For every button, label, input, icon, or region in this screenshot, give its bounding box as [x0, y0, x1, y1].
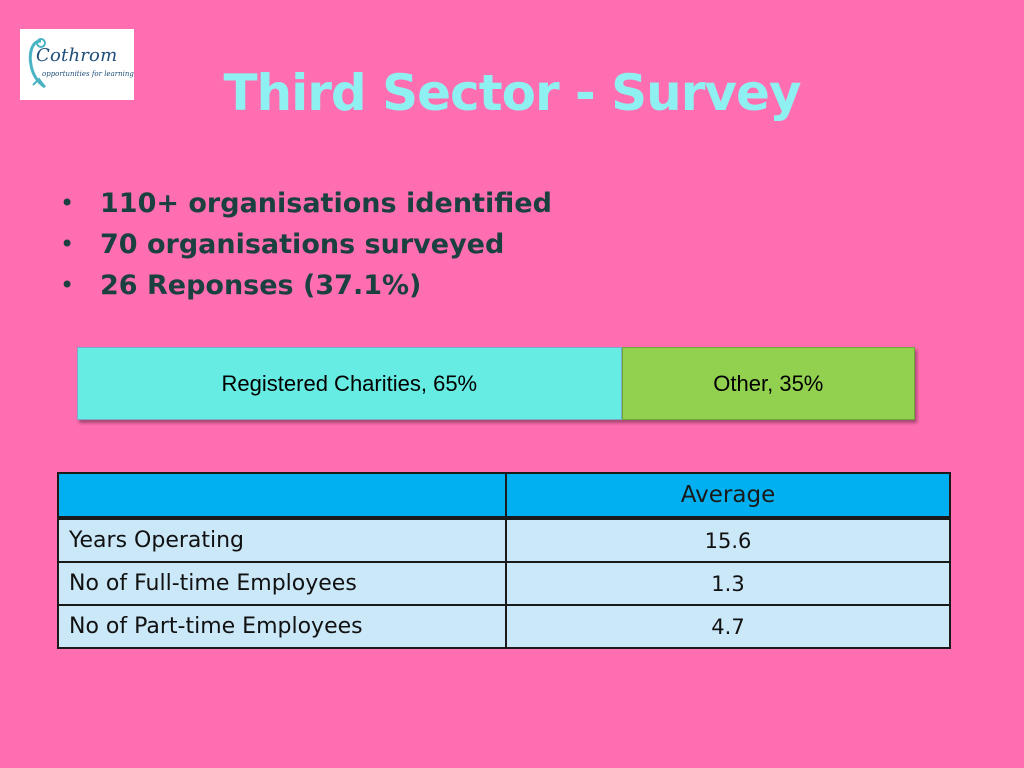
- bullet-item: • 26 Reponses (37.1%): [58, 265, 552, 306]
- bullet-dot-icon: •: [60, 230, 75, 258]
- bar-segment-other: Other, 35%: [621, 347, 915, 420]
- bullet-item: • 110+ organisations identified: [58, 183, 552, 224]
- row-value: 4.7: [505, 604, 951, 649]
- bullet-text: 70 organisations surveyed: [100, 229, 505, 260]
- table-header-average: Average: [505, 472, 951, 520]
- table-row: No of Full-time Employees 1.3: [57, 561, 951, 606]
- bar-label-other: Other, 35%: [713, 370, 824, 396]
- row-value: 15.6: [505, 517, 951, 563]
- bullet-item: • 70 organisations surveyed: [58, 224, 552, 265]
- logo-figure-icon: [28, 38, 46, 89]
- averages-table: Average Years Operating 15.6 No of Full-…: [57, 472, 951, 649]
- table-row: Years Operating 15.6: [57, 517, 951, 563]
- row-label: No of Full-time Employees: [57, 561, 507, 606]
- slide-title: Third Sector - Survey: [223, 64, 801, 122]
- cothrom-logo: Cothrom opportunities for learning: [20, 29, 134, 100]
- bullet-text: 110+ organisations identified: [100, 188, 552, 219]
- logo-tagline: opportunities for learning: [42, 70, 134, 78]
- table-row: No of Part-time Employees 4.7: [57, 604, 951, 649]
- table-header-row: Average: [57, 472, 951, 520]
- bar-segment-registered-charities: Registered Charities, 65%: [77, 347, 622, 420]
- row-value: 1.3: [505, 561, 951, 606]
- bullet-list: • 110+ organisations identified • 70 organ…: [58, 183, 552, 306]
- row-label: No of Part-time Employees: [57, 604, 507, 649]
- bullet-text: 26 Reponses (37.1%): [100, 270, 422, 301]
- row-label: Years Operating: [57, 517, 507, 563]
- organisation-type-bar: Registered Charities, 65% Other, 35%: [77, 347, 915, 420]
- bullet-dot-icon: •: [60, 189, 75, 217]
- logo-name: Cothrom: [36, 45, 118, 66]
- table-header-empty: [57, 472, 507, 520]
- bar-label-registered-charities: Registered Charities, 65%: [221, 370, 478, 396]
- bullet-dot-icon: •: [60, 271, 75, 299]
